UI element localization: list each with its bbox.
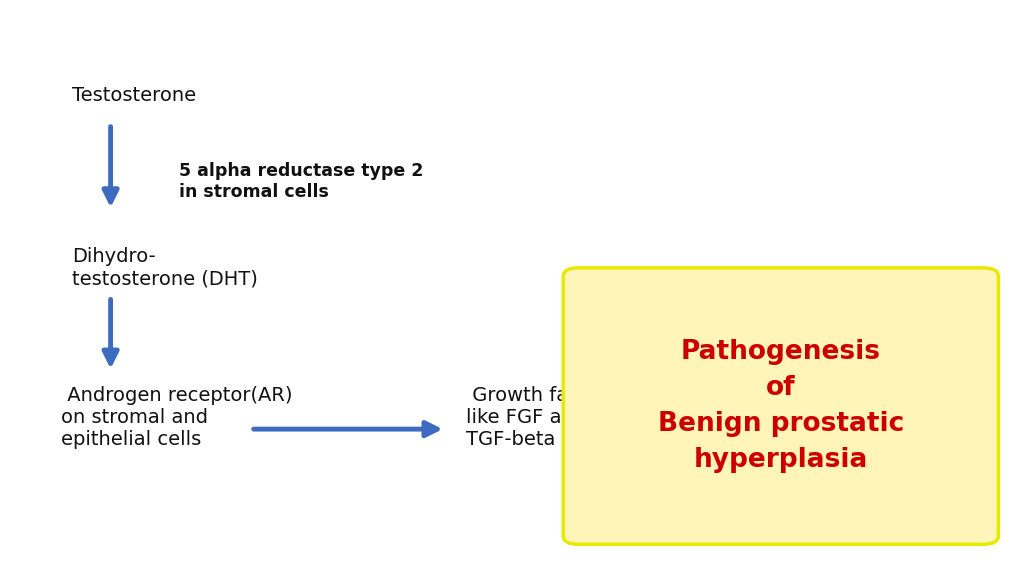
Text: Testosterone: Testosterone [72, 86, 196, 104]
Text: Proliferation of
stromal cells
and reduced
apoptosis of
epithelial cells: Proliferation of stromal cells and reduc… [773, 327, 916, 434]
Text: Androgen receptor(AR)
on stromal and
epithelial cells: Androgen receptor(AR) on stromal and epi… [61, 386, 293, 449]
Text: Pathogenesis
of
Benign prostatic
hyperplasia: Pathogenesis of Benign prostatic hyperpl… [657, 339, 904, 473]
Text: Dihydro-
testosterone (DHT): Dihydro- testosterone (DHT) [72, 247, 258, 289]
FancyBboxPatch shape [563, 268, 998, 544]
Text: Growth factors
like FGF and
TGF-beta: Growth factors like FGF and TGF-beta [466, 386, 616, 449]
Text: 5 alpha reductase type 2
in stromal cells: 5 alpha reductase type 2 in stromal cell… [179, 162, 424, 201]
